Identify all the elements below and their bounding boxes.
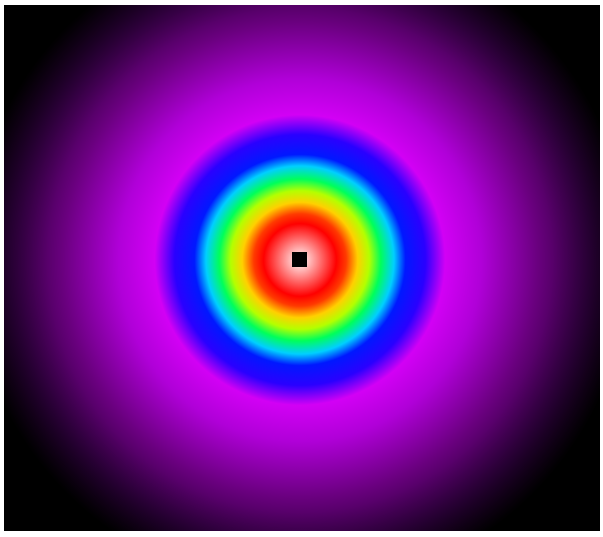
intensity-map-canvas — [4, 5, 600, 531]
edge-vignette — [4, 5, 600, 531]
center-marker — [292, 252, 307, 267]
intensity-map — [4, 5, 600, 531]
